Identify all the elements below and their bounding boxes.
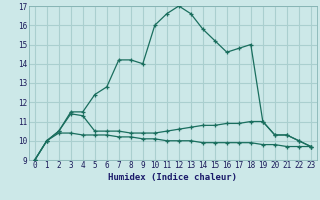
X-axis label: Humidex (Indice chaleur): Humidex (Indice chaleur) xyxy=(108,173,237,182)
